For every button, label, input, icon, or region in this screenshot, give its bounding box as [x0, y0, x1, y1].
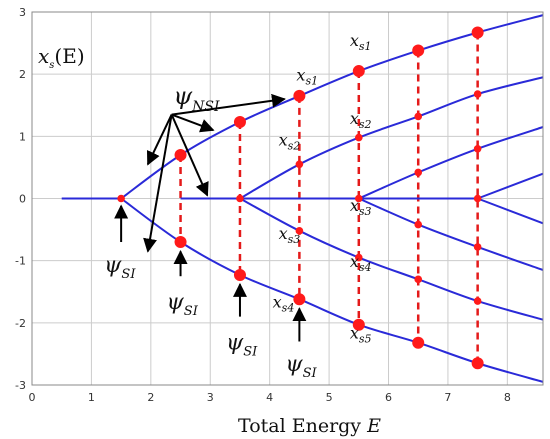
large-marker — [293, 89, 306, 102]
x-tick-label: 1 — [88, 391, 95, 404]
x-tick-label: 0 — [29, 391, 36, 404]
psi-si-label: ψSI — [226, 330, 258, 359]
x-tick-label: 2 — [147, 391, 154, 404]
small-marker — [473, 297, 482, 305]
branch-label: xs5 — [350, 323, 372, 345]
y-tick-label: -2 — [15, 317, 26, 330]
small-marker — [236, 194, 244, 203]
branch-label: xs1 — [296, 65, 318, 87]
annotations: xs1 xs2 xs3 xs4 xs1 xs2 xs3 xs4 xs5 ψNSI ψSI ψSI ψSI… — [104, 31, 371, 381]
large-marker — [412, 336, 425, 349]
markers — [117, 26, 484, 370]
small-marker — [414, 220, 423, 229]
series-line — [239, 197, 544, 321]
large-marker — [471, 357, 484, 370]
x-tick-label: 4 — [266, 391, 273, 404]
series-line — [120, 197, 544, 383]
small-marker — [414, 275, 423, 284]
x-tick-label: 8 — [504, 391, 511, 404]
series-line — [358, 126, 544, 200]
y-tick-label: 2 — [19, 68, 26, 81]
branch-label: xs4 — [350, 252, 372, 274]
psi-si-label: ψSI — [285, 352, 317, 381]
large-marker — [352, 318, 365, 331]
large-marker — [233, 116, 246, 129]
small-marker — [473, 243, 482, 251]
x-tick-label: 6 — [385, 391, 392, 404]
small-marker — [117, 194, 125, 203]
branch-label: xs1 — [350, 31, 372, 53]
branch-label: xs2 — [350, 109, 372, 131]
x-tick-label: 7 — [444, 391, 451, 404]
psi-nsi-arrow — [171, 93, 286, 116]
branch-label: xs3 — [279, 224, 301, 246]
series-line — [239, 76, 544, 200]
large-marker — [471, 26, 484, 39]
series-line — [477, 172, 544, 200]
y-axis-label: xs(E) — [38, 44, 85, 71]
large-marker — [352, 65, 365, 78]
psi-nsi-arrow — [143, 114, 173, 253]
small-marker — [295, 227, 304, 235]
large-marker — [174, 236, 187, 249]
branch-label: xs3 — [350, 196, 372, 218]
branch-label: xs4 — [273, 292, 295, 314]
y-tick-label: 0 — [19, 193, 26, 206]
large-marker — [412, 44, 425, 57]
series-line — [477, 197, 544, 225]
x-tick-label: 5 — [326, 391, 333, 404]
psi-nsi-arrow — [171, 113, 215, 133]
psi-si-label: ψSI — [167, 290, 199, 319]
small-marker — [355, 194, 363, 203]
axis-ticks: 0 1 2 3 4 5 6 7 8 -3 -2 -1 0 1 2 3 — [15, 6, 511, 404]
y-tick-label: 1 — [19, 130, 26, 143]
y-tick-label: -1 — [15, 255, 26, 268]
x-axis-label: Total Energy E — [238, 415, 381, 437]
psi-nsi-arrow — [170, 114, 209, 197]
small-marker — [414, 112, 423, 121]
small-marker — [414, 168, 423, 177]
psi-nsi-arrow — [146, 114, 173, 166]
large-marker — [174, 148, 187, 161]
y-tick-label: 3 — [19, 6, 26, 19]
small-marker — [473, 90, 482, 98]
x-tick-label: 3 — [207, 391, 214, 404]
psi-si-label: ψSI — [104, 253, 136, 282]
series-line — [358, 197, 544, 271]
plot-frame — [31, 11, 544, 386]
branch-label: xs2 — [279, 131, 301, 153]
small-marker — [295, 160, 304, 169]
small-marker — [473, 144, 482, 153]
large-marker — [293, 293, 306, 306]
y-tick-label: -3 — [15, 379, 26, 392]
small-marker — [473, 194, 482, 203]
large-marker — [233, 268, 246, 281]
small-marker — [355, 253, 363, 262]
small-marker — [355, 133, 363, 142]
psi-nsi-label: ψNSI — [173, 82, 220, 115]
